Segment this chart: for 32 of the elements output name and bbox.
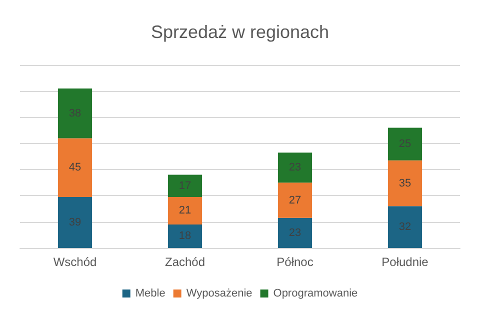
bar xyxy=(278,182,312,218)
data-label: 35 xyxy=(398,177,412,190)
bar xyxy=(388,206,422,248)
x-tick-label: Zachód xyxy=(164,255,206,269)
data-label: 45 xyxy=(68,162,82,174)
bar xyxy=(168,174,202,198)
data-label: 23 xyxy=(288,226,302,239)
data-label: 27 xyxy=(288,194,302,206)
bar xyxy=(168,197,202,224)
data-label: 38 xyxy=(68,107,82,120)
bar xyxy=(58,197,92,248)
data-label: 39 xyxy=(68,216,82,229)
x-tick-label: Południe xyxy=(382,255,429,269)
bar xyxy=(58,138,92,198)
chart-title: Sprzedaż w regionach xyxy=(150,22,330,42)
data-label: 21 xyxy=(178,204,192,217)
bar xyxy=(168,224,202,248)
bar xyxy=(278,152,312,183)
bar xyxy=(278,218,312,248)
x-tick-label: Północ xyxy=(276,255,314,269)
data-label: 18 xyxy=(178,230,192,242)
data-label: 32 xyxy=(398,221,412,234)
bar xyxy=(58,88,92,138)
legend-label: Wyposażenie xyxy=(186,288,252,300)
bar xyxy=(388,160,422,206)
x-tick-label: Wschód xyxy=(53,255,97,269)
data-label: 17 xyxy=(178,180,192,192)
bar xyxy=(388,128,422,160)
data-label: 23 xyxy=(288,162,302,174)
legend-label: Oprogramowanie xyxy=(273,288,358,300)
data-label: 25 xyxy=(398,138,412,150)
legend-label: Meble xyxy=(135,288,166,300)
